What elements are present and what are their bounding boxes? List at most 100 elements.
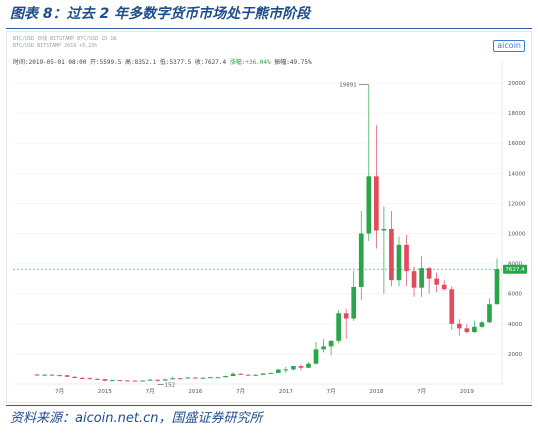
info-time: 时间:2019-05-01 08:00: [13, 59, 87, 66]
candle-body: [275, 369, 281, 373]
candle-body: [208, 377, 213, 379]
candle-body: [42, 374, 47, 376]
y-tick-label: 16000: [508, 141, 526, 147]
annotation-label: 19891: [339, 83, 357, 89]
candle-body: [162, 379, 168, 381]
candle-body: [140, 380, 145, 382]
candle-body: [110, 380, 115, 382]
candle-body: [260, 373, 266, 375]
candle-body: [223, 376, 228, 378]
candle-body: [464, 328, 470, 333]
candle-body: [404, 244, 409, 272]
candle-body: [215, 377, 221, 379]
candle-body: [117, 380, 123, 382]
caption-divider: [6, 28, 532, 29]
candle-body: [230, 373, 236, 377]
candlestick-chart: 2000 4000 6000 8000 10000 12000 14000 16000 1800…: [13, 62, 527, 395]
candle-body: [245, 374, 251, 376]
x-tick-label: 7月: [417, 388, 426, 395]
candle-body: [434, 278, 440, 285]
y-tick-label: 12000: [508, 201, 526, 207]
figure-caption: 图表 8：过去 2 年多数字货币市场处于熊市阶段: [10, 6, 311, 22]
candle-body: [155, 379, 160, 381]
candle-body: [328, 340, 334, 347]
candle-body: [87, 378, 93, 380]
x-tick-label: 2016: [188, 389, 202, 395]
candle-body: [321, 346, 326, 350]
candle-body: [389, 229, 394, 281]
x-tick-label: 2019: [460, 389, 474, 395]
candle-body: [479, 322, 485, 327]
candle-body: [147, 379, 153, 381]
candle-body: [125, 380, 130, 382]
current-price-label: 7627.4: [505, 267, 525, 273]
candle-body: [472, 326, 477, 333]
candle-body: [177, 378, 183, 380]
candle-body: [494, 269, 500, 305]
chart-header-line1: BTC/USD 日线 BITSTAMP BTC/USD 1D 1W: [13, 36, 117, 42]
candle-body: [449, 289, 455, 324]
y-tick-label: 4000: [508, 322, 522, 328]
candle-body: [79, 377, 85, 379]
candle-body: [381, 229, 387, 231]
x-tick-label: 7月: [146, 388, 155, 395]
candle-body: [298, 366, 304, 368]
candle-body: [193, 377, 198, 379]
candle-body: [313, 349, 319, 364]
x-tick-label: 2018: [369, 389, 383, 395]
candle-body: [170, 378, 176, 380]
info-amplitude: 振幅:49.75%: [274, 59, 312, 66]
y-tick-label: 6000: [508, 292, 522, 298]
y-tick-label: 10000: [508, 232, 526, 238]
candle-body: [132, 380, 138, 382]
ohlc-info-bar: 时间:2019-05-01 08:00 开:5599.5 高:8352.1 低:…: [13, 57, 312, 66]
candle-body: [64, 375, 70, 377]
annotation-label: 152: [165, 383, 176, 389]
candle-body: [72, 376, 78, 378]
candle-body: [94, 378, 100, 380]
candle-body: [306, 363, 311, 368]
candle-body: [358, 233, 364, 287]
candle-body: [268, 372, 274, 374]
candle-body: [487, 304, 492, 323]
x-tick-label: 2017: [279, 389, 293, 395]
info-close: 收:7627.4: [194, 59, 227, 66]
chart-frame: BTC/USD 日线 BITSTAMP BTC/USD 1D 1W BTC/US…: [6, 31, 532, 403]
candle-body: [291, 366, 296, 370]
current-price-badge: [503, 264, 527, 274]
x-tick-label: 7月: [55, 388, 64, 395]
y-tick-label: 8000: [508, 262, 522, 268]
candle-body: [102, 379, 108, 381]
info-high: 高:8352.1: [124, 59, 157, 66]
candle-body: [396, 244, 402, 281]
info-change: 涨幅:+36.04%: [229, 59, 271, 66]
y-tick-label: 14000: [508, 171, 526, 177]
x-tick-label: 7月: [327, 388, 336, 395]
candle-body: [185, 377, 191, 379]
aicoin-logo: aicoin: [493, 40, 525, 52]
candle-body: [283, 369, 289, 371]
candle-body: [238, 373, 243, 375]
info-low: 低:5377.5: [159, 59, 192, 66]
x-tick-label: 7月: [236, 388, 245, 395]
info-open: 开:5599.5: [90, 59, 122, 66]
candle-body: [411, 271, 417, 288]
candle-body: [419, 268, 424, 288]
source-divider: [6, 405, 532, 406]
candle-body: [374, 176, 379, 231]
x-tick-label: 2015: [98, 389, 112, 395]
candle-body: [200, 377, 206, 379]
candle-body: [34, 374, 40, 376]
candle-body: [426, 268, 432, 279]
y-tick-label: 20000: [508, 81, 526, 87]
candle-body: [253, 374, 259, 376]
candle-body: [441, 284, 447, 290]
candle-body: [351, 286, 357, 319]
candle-body: [366, 176, 372, 234]
source-note: 资料来源：aicoin.net.cn，国盛证券研究所: [10, 411, 263, 426]
chart-header-line2: BTC/USD BITSTAMP 2019 +5.23%: [13, 43, 98, 49]
y-tick-label: 18000: [508, 111, 526, 117]
candle-body: [343, 313, 349, 319]
candle-body: [456, 323, 462, 329]
y-tick-label: 2000: [508, 352, 522, 358]
